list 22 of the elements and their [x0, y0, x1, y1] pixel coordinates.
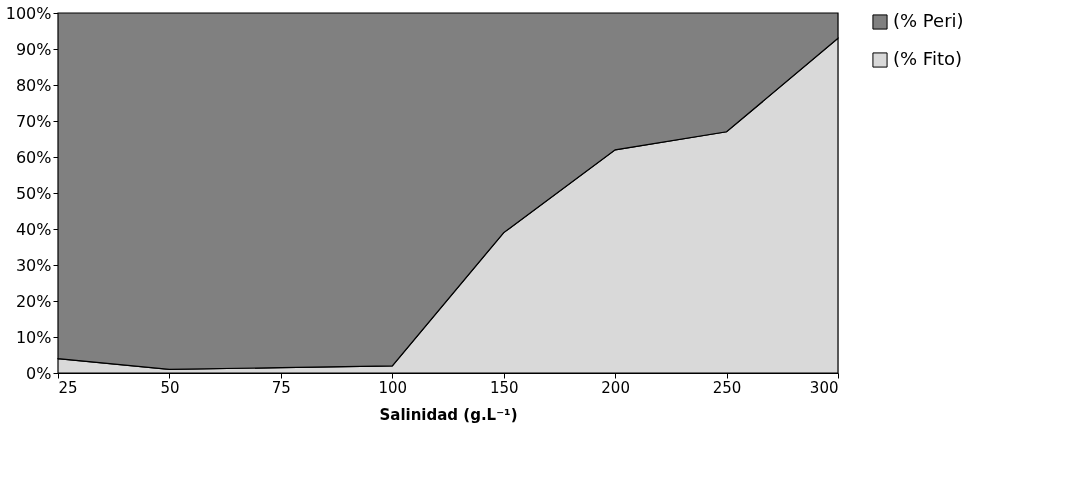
- y-tick-label: 50%: [15, 183, 52, 203]
- x-tick-label: 75: [271, 378, 291, 397]
- y-tick-label: 40%: [15, 219, 52, 239]
- y-tick-label: 60%: [15, 147, 52, 167]
- x-tick-label: 200: [601, 378, 630, 397]
- y-tick-label: 80%: [15, 75, 52, 95]
- x-tick-label: 50: [160, 378, 180, 397]
- y-tick-label: 0%: [26, 363, 52, 383]
- x-tick-label: 25: [58, 378, 78, 397]
- legend-label: (% Peri): [893, 10, 964, 31]
- y-tick-label: 10%: [15, 327, 52, 347]
- x-axis-title: Salinidad (g.L⁻¹): [379, 405, 518, 424]
- y-tick-label: 90%: [15, 39, 52, 59]
- x-tick-label: 300: [809, 378, 839, 397]
- legend-label: (% Fito): [893, 48, 962, 69]
- y-tick-label: 70%: [15, 111, 52, 131]
- y-tick-label: 100%: [5, 3, 52, 23]
- x-tick-label: 150: [489, 378, 519, 397]
- x-tick-label: 250: [712, 378, 742, 397]
- y-tick-label: 20%: [15, 291, 52, 311]
- x-tick-label: 100: [378, 378, 408, 397]
- y-tick-label: 30%: [15, 255, 52, 275]
